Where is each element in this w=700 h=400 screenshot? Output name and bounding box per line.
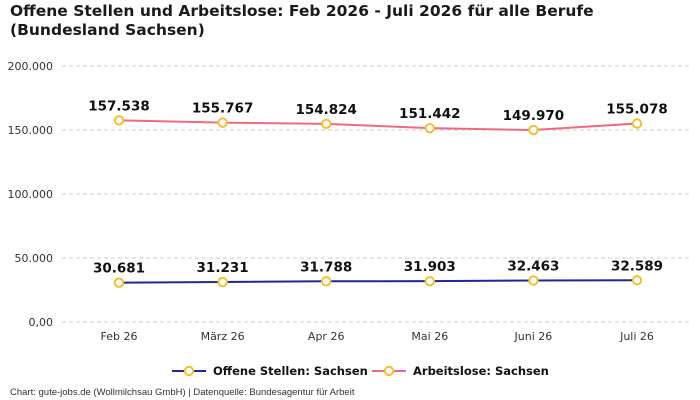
data-label: 154.824 bbox=[295, 102, 357, 118]
x-tick-label: März 26 bbox=[201, 330, 245, 343]
data-label: 151.442 bbox=[399, 106, 461, 122]
chart-title: Offene Stellen und Arbeitslose: Feb 2026… bbox=[10, 2, 594, 39]
data-point bbox=[631, 275, 643, 286]
data-label: 30.681 bbox=[93, 261, 145, 277]
legend-swatch-marker bbox=[183, 365, 195, 377]
data-label: 155.767 bbox=[192, 101, 254, 117]
data-point bbox=[424, 122, 435, 134]
data-label: 155.078 bbox=[606, 102, 668, 118]
x-tick-label: Juli 26 bbox=[619, 330, 654, 343]
footer-source: Chart: gute-jobs.de (Wollmilchsau GmbH) … bbox=[10, 387, 355, 398]
grid-layer bbox=[62, 65, 690, 323]
x-tick-label: Apr 26 bbox=[308, 330, 345, 343]
y-tick-label: 200.000 bbox=[8, 60, 54, 73]
data-label: 31.788 bbox=[300, 259, 352, 275]
data-point bbox=[631, 118, 643, 129]
series-line bbox=[118, 119, 638, 132]
y-tick-label: 150.000 bbox=[8, 124, 54, 137]
y-tick-label: 100.000 bbox=[8, 188, 54, 201]
data-label: 32.463 bbox=[507, 258, 559, 274]
x-tick-label: Mai 26 bbox=[411, 330, 448, 343]
legend-swatch-marker bbox=[383, 365, 395, 377]
data-point bbox=[113, 115, 125, 126]
data-label: 31.231 bbox=[197, 260, 249, 276]
data-labels: 30.681 31.231 31.788 31.903 32.463 32.589 157.… bbox=[88, 98, 668, 276]
data-point bbox=[321, 276, 332, 287]
data-point bbox=[528, 275, 539, 286]
data-label: 157.538 bbox=[88, 98, 150, 114]
legend-label: Arbeitslose: Sachsen bbox=[413, 364, 549, 378]
x-axis-ticks: Feb 26 März 26 Apr 26 Mai 26 Juni 26 Juli 26 bbox=[101, 330, 654, 343]
x-tick-label: Juni 26 bbox=[514, 330, 553, 343]
data-point bbox=[424, 275, 435, 287]
legend: Offene Stellen: Sachsen Arbeitslose: Sach… bbox=[172, 364, 549, 378]
series-layer bbox=[113, 115, 643, 288]
legend-label: Offene Stellen: Sachsen bbox=[213, 364, 368, 378]
y-axis-ticks: 0,00 50.000 100.000 150.000 200.000 bbox=[8, 60, 54, 329]
series-line bbox=[118, 279, 638, 284]
data-point bbox=[528, 124, 539, 136]
data-point bbox=[321, 118, 332, 130]
data-label: 32.589 bbox=[611, 258, 663, 274]
data-point bbox=[217, 117, 228, 128]
y-tick-label: 0,00 bbox=[29, 316, 54, 329]
x-tick-label: Feb 26 bbox=[101, 330, 138, 343]
data-label: 149.970 bbox=[503, 108, 565, 124]
data-point bbox=[113, 277, 125, 288]
data-point bbox=[217, 276, 228, 288]
data-label: 31.903 bbox=[404, 259, 456, 275]
y-tick-label: 50.000 bbox=[15, 252, 54, 265]
